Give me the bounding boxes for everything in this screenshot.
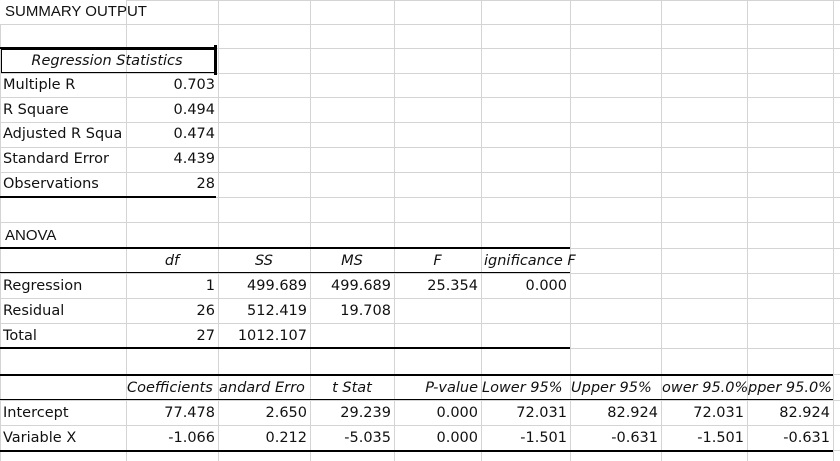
- anova-header[interactable]: df: [164, 253, 180, 269]
- grid-row-line: [0, 172, 840, 173]
- grid-row-line: [0, 122, 840, 123]
- coef-header[interactable]: Lower 95%: [482, 380, 563, 396]
- anova-top-border: [0, 247, 570, 249]
- stat-value[interactable]: 28: [196, 176, 215, 192]
- stats-bottom-border: [0, 196, 216, 198]
- anova-cell[interactable]: 1: [205, 278, 215, 294]
- stat-value[interactable]: 0.474: [173, 126, 215, 142]
- coef-cell[interactable]: -0.631: [783, 430, 830, 446]
- anova-cell[interactable]: 26: [196, 303, 215, 319]
- grid-col-line: [747, 0, 748, 461]
- grid-row-line: [0, 197, 840, 198]
- summary-title: SUMMARY OUTPUT: [5, 3, 147, 20]
- anova-row-label[interactable]: Regression: [3, 278, 83, 294]
- anova-cell[interactable]: 25.354: [427, 278, 478, 294]
- grid-row-line: [0, 73, 840, 74]
- coef-header[interactable]: Coefficients: [127, 380, 213, 396]
- stat-label[interactable]: Multiple R: [3, 77, 76, 93]
- anova-header[interactable]: ignificance F: [484, 253, 576, 269]
- coef-header-border: [0, 399, 833, 400]
- stat-label[interactable]: Observations: [3, 176, 99, 192]
- grid-col-line: [126, 0, 127, 461]
- grid-col-line: [833, 0, 834, 461]
- anova-header-border: [0, 272, 570, 273]
- coef-header[interactable]: t Stat: [332, 380, 372, 396]
- anova-cell[interactable]: 499.689: [331, 278, 391, 294]
- coef-cell[interactable]: -0.631: [611, 430, 658, 446]
- coef-cell[interactable]: 82.924: [779, 405, 830, 421]
- anova-cell[interactable]: 499.689: [247, 278, 307, 294]
- stat-label[interactable]: Adjusted R Squa: [3, 126, 123, 142]
- grid-row-line: [0, 298, 840, 299]
- anova-cell[interactable]: 1012.107: [237, 328, 307, 344]
- selection-handle[interactable]: [214, 45, 217, 75]
- grid-row-line: [0, 425, 840, 426]
- grid-row-line: [0, 273, 840, 274]
- coef-row-label[interactable]: Intercept: [3, 405, 69, 421]
- anova-header[interactable]: MS: [341, 253, 363, 269]
- grid-row-line: [0, 222, 840, 223]
- coef-cell[interactable]: 82.924: [607, 405, 658, 421]
- stat-value[interactable]: 0.494: [173, 102, 215, 118]
- stat-label[interactable]: Standard Error: [3, 151, 109, 167]
- coef-bottom-border: [0, 450, 833, 452]
- stat-value[interactable]: 0.703: [173, 77, 215, 93]
- coef-header[interactable]: andard Erro: [219, 380, 305, 396]
- coef-cell[interactable]: 72.031: [693, 405, 744, 421]
- grid-row-line: [0, 147, 840, 148]
- coef-cell[interactable]: -1.501: [697, 430, 744, 446]
- coef-cell[interactable]: -1.066: [168, 430, 215, 446]
- coef-cell[interactable]: 72.031: [516, 405, 567, 421]
- stat-label[interactable]: R Square: [3, 102, 69, 118]
- anova-title[interactable]: ANOVA: [5, 227, 57, 244]
- coef-header[interactable]: ower 95.0%: [662, 380, 747, 396]
- coef-cell[interactable]: 29.239: [340, 405, 391, 421]
- grid-row-line: [0, 323, 840, 324]
- anova-header[interactable]: SS: [255, 253, 273, 269]
- coef-header[interactable]: Upper 95%: [571, 380, 652, 396]
- grid-col-line: [481, 0, 482, 461]
- coef-cell[interactable]: 77.478: [164, 405, 215, 421]
- coef-header[interactable]: pper 95.0%: [748, 380, 832, 396]
- grid-col-line: [0, 0, 1, 461]
- anova-header[interactable]: F: [433, 253, 442, 269]
- grid-row-line: [0, 400, 840, 401]
- stat-value[interactable]: 4.439: [173, 151, 215, 167]
- coef-top-border: [0, 374, 833, 376]
- coef-header[interactable]: P-value: [425, 380, 478, 396]
- anova-bottom-border: [0, 347, 570, 349]
- anova-cell[interactable]: 27: [196, 328, 215, 344]
- grid-row-line: [0, 24, 840, 25]
- grid-col-line: [310, 0, 311, 461]
- anova-cell[interactable]: 512.419: [247, 303, 307, 319]
- header-top-border: [0, 47, 216, 49]
- cell-bg: [0, 0, 126, 24]
- coef-cell[interactable]: 0.000: [436, 405, 478, 421]
- anova-row-label[interactable]: Residual: [3, 303, 65, 319]
- regression-statistics-header[interactable]: Regression Statistics: [31, 53, 183, 69]
- coef-cell[interactable]: 2.650: [265, 405, 307, 421]
- coef-row-label[interactable]: Variable X: [3, 430, 77, 446]
- coef-cell[interactable]: -5.035: [344, 430, 391, 446]
- anova-cell[interactable]: 19.708: [340, 303, 391, 319]
- grid-col-line: [570, 0, 571, 461]
- coef-cell[interactable]: 0.000: [436, 430, 478, 446]
- coef-cell[interactable]: -1.501: [520, 430, 567, 446]
- anova-row-label[interactable]: Total: [3, 328, 37, 344]
- grid-row-line: [0, 97, 840, 98]
- grid-col-line: [218, 0, 219, 461]
- grid-col-line: [394, 0, 395, 461]
- grid-col-line: [661, 0, 662, 461]
- coef-cell[interactable]: 0.212: [265, 430, 307, 446]
- anova-cell[interactable]: 0.000: [525, 278, 567, 294]
- grid-row-line: [0, 48, 840, 49]
